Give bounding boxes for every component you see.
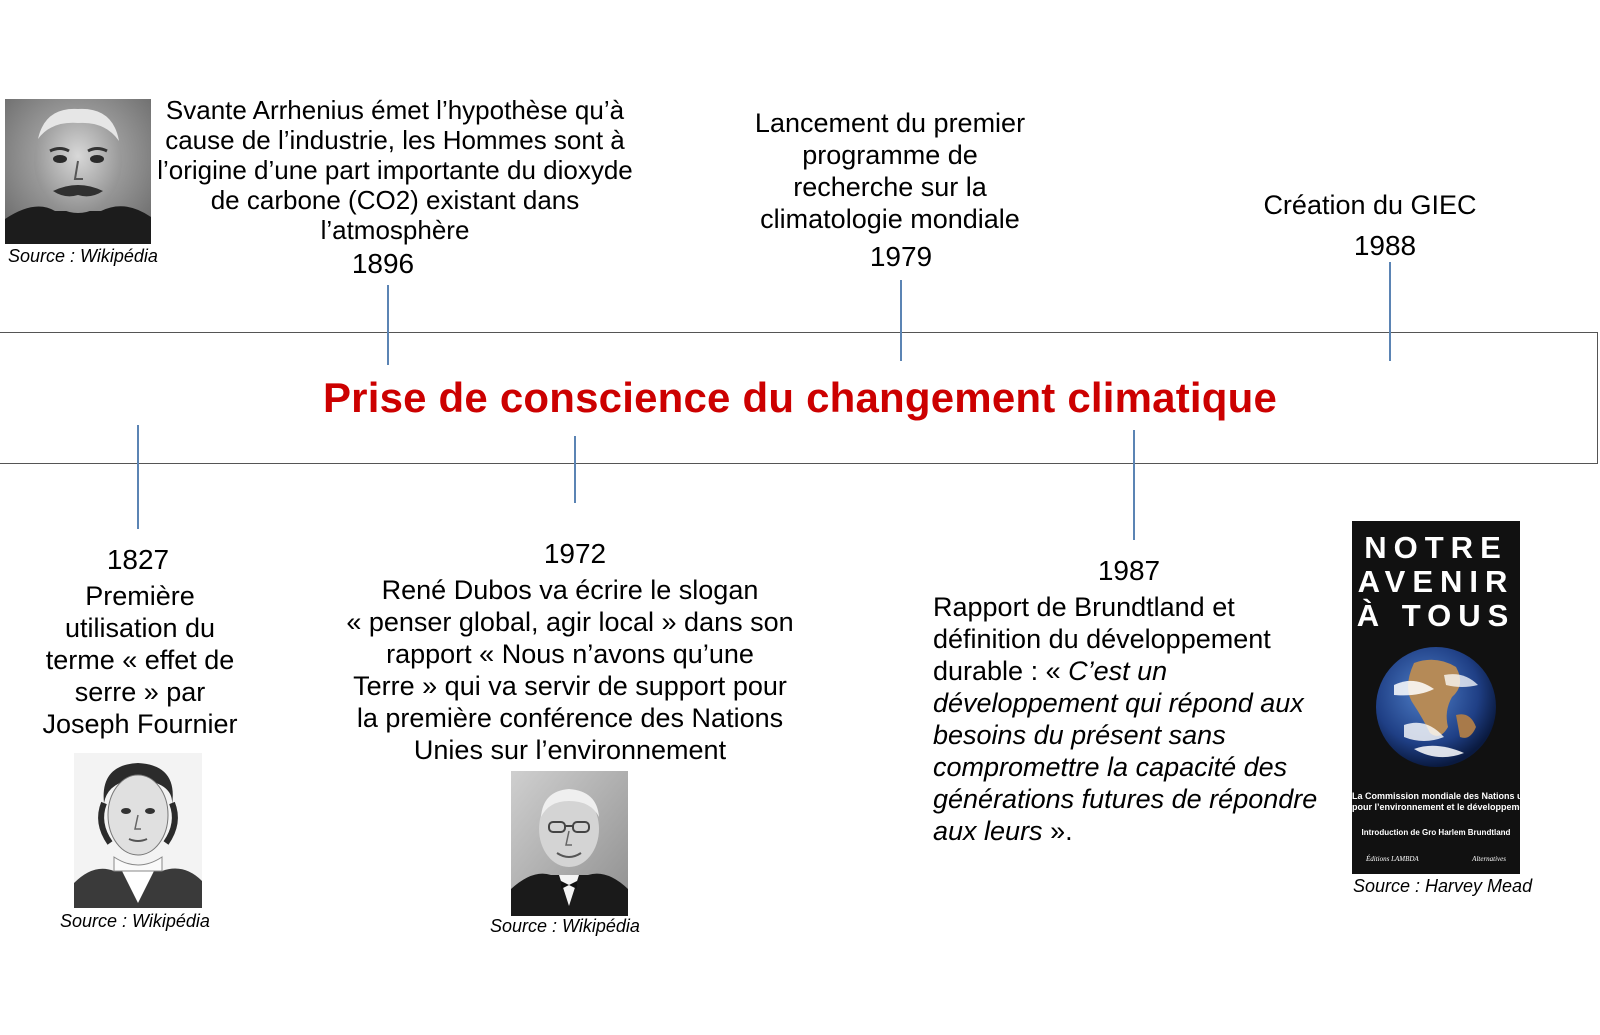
book-subtitle-line: pour l’environnement et le développement [1352, 802, 1520, 812]
event-1972-year: 1972 [543, 538, 607, 569]
event-1987-line: durable : « C’est un [933, 655, 1353, 687]
event-1896-line: l’origine d’une part importante du dioxy… [157, 155, 633, 185]
quote-close: ». [1042, 816, 1073, 846]
book-subtitle: La Commission mondiale des Nations unies… [1352, 791, 1520, 813]
event-1987-year: 1987 [1097, 555, 1161, 586]
event-1987-line-normal: durable : « [933, 656, 1069, 686]
event-1972-line: René Dubos va écrire le slogan [381, 575, 759, 605]
event-1987-line: aux leurs ». [933, 815, 1353, 847]
quote-end: aux leurs [933, 816, 1043, 846]
event-1972-line: Terre » qui va servir de support pour [353, 671, 787, 701]
tick-1827 [137, 425, 139, 529]
event-1979-year: 1979 [869, 241, 933, 272]
book-title: NOTRE AVENIR À TOUS [1352, 531, 1520, 633]
event-1896-line: cause de l’industrie, les Hommes sont à [165, 125, 625, 155]
book-subtitle-line: La Commission mondiale des Nations unies [1352, 791, 1520, 801]
quote-line: compromettre la capacité des [933, 752, 1288, 782]
event-1979-line: Lancement du premier [754, 108, 1026, 138]
quote-line: générations futures de répondre [933, 784, 1318, 814]
fourier-engraving [74, 753, 202, 908]
book-source: Source : Harvey Mead [1353, 876, 1533, 896]
book-title-line: NOTRE [1364, 530, 1508, 565]
event-1896-line: Svante Arrhenius émet l’hypothèse qu’à [165, 95, 625, 125]
fourier-source: Source : Wikipédia [60, 911, 210, 931]
event-1972-text: René Dubos va écrire le slogan « penser … [320, 574, 820, 766]
event-1972-line: rapport « Nous n’avons qu’une [386, 639, 754, 669]
portrait-photo-icon [5, 99, 151, 244]
tick-1896 [387, 285, 389, 365]
arrhenius-photo [5, 99, 151, 244]
event-1896-year: 1896 [351, 248, 415, 279]
quote-line: développement qui répond aux [933, 688, 1304, 718]
book-intro: Introduction de Gro Harlem Brundtland [1361, 828, 1511, 837]
book-title-line: À TOUS [1356, 598, 1516, 633]
tick-1972 [574, 436, 576, 503]
event-1972-line: Unies sur l’environnement [413, 735, 727, 765]
engraving-portrait-icon [74, 753, 202, 908]
event-1827-line: serre » par [74, 677, 206, 707]
event-1987-text: Rapport de Brundtland et définition du d… [933, 591, 1353, 847]
event-1896-line: de carbone (CO2) existant dans [210, 185, 580, 215]
event-1979-line: climatologie mondiale [760, 204, 1020, 234]
quote-start: C’est un [1068, 656, 1168, 686]
event-1827-line: utilisation du [64, 613, 216, 643]
book-publisher: Éditions LAMBDA [1366, 855, 1419, 863]
event-1896-line: l’atmosphère [320, 215, 470, 245]
tick-1988 [1389, 262, 1391, 361]
event-1979-line: recherche sur la [793, 172, 987, 202]
event-1896-text: Svante Arrhenius émet l’hypothèse qu’à c… [150, 95, 640, 245]
event-1987-line: Rapport de Brundtland et [933, 592, 1235, 622]
event-1827-line: Première [85, 581, 195, 611]
event-1979-line: programme de [802, 140, 978, 170]
event-1972-line: la première conférence des Nations [356, 703, 784, 733]
event-1979-text: Lancement du premier programme de recher… [700, 107, 1080, 235]
event-1988-text: Création du GIEC [1263, 190, 1477, 220]
event-1827-line: Joseph Fournier [42, 709, 238, 739]
dubos-photo [511, 771, 628, 916]
book-collection: Alternatives [1472, 855, 1506, 863]
event-1972-line: « penser global, agir local » dans son [346, 607, 794, 637]
arrhenius-source: Source : Wikipédia [8, 246, 158, 266]
timeline-title: Prise de conscience du changement climat… [322, 374, 1278, 421]
quote-line: besoins du présent sans [933, 720, 1226, 750]
portrait-photo-icon [511, 771, 628, 916]
tick-1987 [1133, 430, 1135, 540]
event-1988-year: 1988 [1353, 230, 1417, 261]
timeline-band [0, 332, 1598, 464]
event-1827-line: terme « effet de [45, 645, 235, 675]
earth-globe-icon [1376, 647, 1496, 767]
book-title-line: AVENIR [1357, 564, 1515, 599]
event-1987-line: définition du développement [933, 624, 1271, 654]
dubos-source: Source : Wikipédia [490, 916, 640, 936]
book-cover-notre-avenir: NOTRE AVENIR À TOUS La Commission mondia… [1352, 521, 1520, 874]
tick-1979 [900, 280, 902, 361]
event-1827-year: 1827 [106, 544, 170, 575]
event-1827-text: Première utilisation du terme « effet de… [20, 580, 260, 740]
